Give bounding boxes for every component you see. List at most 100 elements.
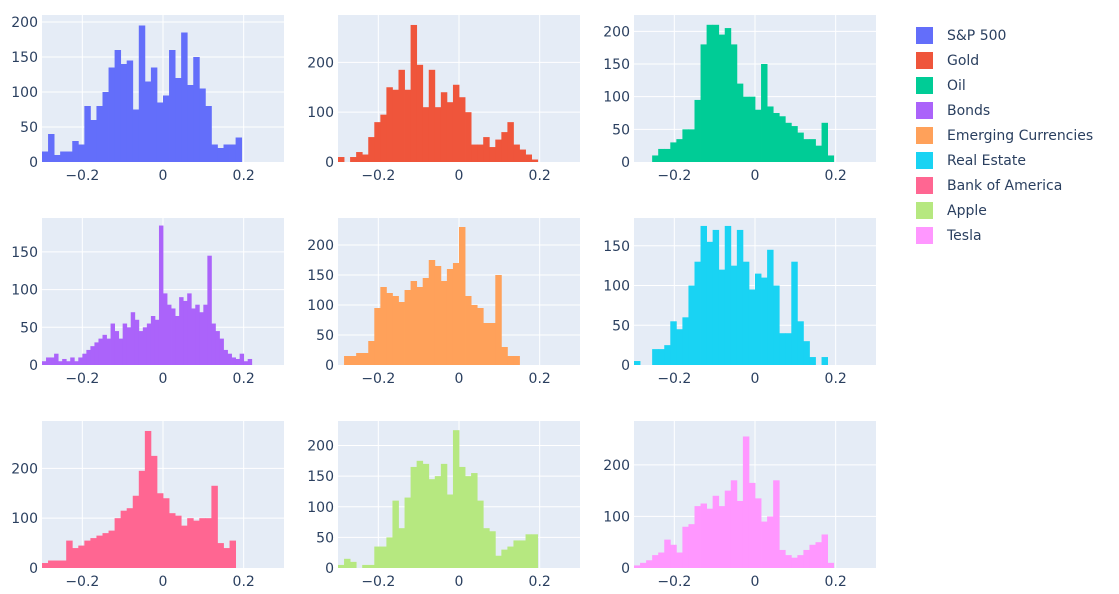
histogram-bar bbox=[694, 99, 701, 162]
legend-item[interactable]: S&P 500 bbox=[916, 27, 1006, 44]
histogram-bar bbox=[404, 89, 411, 162]
histogram-bar bbox=[507, 356, 514, 365]
histogram-bar bbox=[670, 544, 677, 568]
histogram-bar bbox=[815, 542, 822, 568]
histogram-bar bbox=[803, 549, 810, 568]
y-tick-label: 100 bbox=[11, 283, 38, 299]
histogram-bar bbox=[211, 144, 218, 162]
histogram-bar bbox=[483, 528, 490, 568]
histogram-bar bbox=[356, 353, 363, 365]
histogram-bar bbox=[78, 144, 85, 162]
histogram-bar bbox=[108, 67, 115, 162]
histogram-bar bbox=[410, 281, 418, 365]
histogram-bar bbox=[217, 543, 224, 568]
histogram-bar bbox=[175, 78, 182, 162]
histogram-bar bbox=[211, 323, 216, 365]
histogram-bar bbox=[156, 493, 164, 568]
histogram-bar bbox=[755, 273, 762, 365]
histogram-bar bbox=[434, 107, 442, 162]
histogram-bar bbox=[205, 106, 212, 162]
histogram-bar bbox=[78, 357, 83, 365]
x-tick-label: −0.2 bbox=[65, 574, 99, 590]
histogram-bar bbox=[146, 323, 152, 365]
legend-item[interactable]: Tesla bbox=[916, 227, 982, 244]
histogram-bar bbox=[658, 349, 665, 365]
legend-item[interactable]: Apple bbox=[916, 202, 987, 219]
legend-item[interactable]: Emerging Currencies bbox=[916, 127, 1093, 144]
histogram-bar bbox=[767, 249, 774, 365]
histogram-bar bbox=[374, 546, 381, 568]
x-tick-label: −0.2 bbox=[657, 574, 691, 590]
histogram-bar bbox=[195, 304, 200, 365]
histogram-bar bbox=[72, 548, 79, 568]
histogram-bar bbox=[223, 349, 228, 365]
histogram-bar bbox=[658, 552, 665, 568]
histogram-bar bbox=[380, 114, 387, 162]
histogram-bar bbox=[652, 555, 659, 568]
histogram-bar bbox=[755, 498, 762, 568]
x-tick-label: 0.2 bbox=[233, 371, 255, 387]
histogram-bar bbox=[205, 518, 212, 568]
legend-item[interactable]: Oil bbox=[916, 77, 966, 94]
histogram-bar bbox=[483, 323, 490, 365]
histogram-bar bbox=[199, 518, 206, 568]
histogram-bar bbox=[730, 44, 738, 162]
histogram-bar bbox=[416, 64, 424, 162]
histogram-bar bbox=[404, 497, 411, 568]
histogram-bar bbox=[207, 255, 212, 365]
histogram-bar bbox=[96, 106, 103, 162]
histogram-bar bbox=[682, 129, 689, 162]
histogram-bar bbox=[718, 34, 726, 162]
histogram-bar bbox=[114, 331, 120, 365]
histogram-bar bbox=[380, 287, 387, 365]
y-tick-label: 200 bbox=[307, 439, 334, 455]
histogram-bar bbox=[102, 92, 109, 162]
subplot-8: −0.2 0 0.2 0 50 100 150 200 bbox=[307, 421, 580, 590]
histogram-bar bbox=[163, 498, 170, 568]
x-tick-label: −0.2 bbox=[657, 371, 691, 387]
legend-label: Bonds bbox=[947, 103, 990, 119]
histogram-bar bbox=[66, 151, 73, 162]
histogram-bar bbox=[742, 261, 750, 365]
legend-item[interactable]: Bonds bbox=[916, 102, 990, 119]
histogram-bar bbox=[694, 261, 701, 365]
histogram-bar bbox=[803, 139, 810, 162]
histogram-bar bbox=[126, 508, 134, 568]
legend-item[interactable]: Gold bbox=[916, 52, 979, 69]
histogram-bar bbox=[398, 69, 405, 162]
histogram-bar bbox=[676, 552, 683, 568]
y-tick-label: 0 bbox=[621, 561, 630, 577]
histogram-bars bbox=[652, 24, 835, 162]
histogram-bar bbox=[54, 155, 61, 162]
legend-swatch bbox=[916, 52, 933, 69]
histogram-bar bbox=[428, 69, 436, 162]
histogram-bar bbox=[501, 132, 508, 162]
histogram-bar bbox=[144, 430, 152, 568]
histogram-bar bbox=[386, 293, 393, 365]
histogram-bar bbox=[791, 557, 798, 568]
legend: S&P 500 Gold Oil Bonds Emerging Currencies Re… bbox=[916, 27, 1093, 244]
y-tick-label: 200 bbox=[603, 24, 630, 40]
histogram-bar bbox=[48, 134, 55, 162]
y-tick-label: 100 bbox=[603, 90, 630, 106]
histogram-bar bbox=[175, 515, 182, 568]
histogram-bar bbox=[507, 122, 514, 162]
legend-item[interactable]: Real Estate bbox=[916, 152, 1026, 169]
histogram-bar bbox=[459, 227, 466, 365]
histogram-bar bbox=[452, 84, 460, 162]
histogram-bar bbox=[428, 479, 436, 568]
legend-item[interactable]: Bank of America bbox=[916, 177, 1062, 194]
legend-label: Real Estate bbox=[947, 153, 1026, 169]
histogram-bar bbox=[748, 96, 756, 162]
histogram-bar bbox=[156, 102, 164, 162]
histogram-bar bbox=[368, 564, 375, 568]
histogram-bar bbox=[700, 225, 707, 365]
x-tick-label: −0.2 bbox=[361, 168, 395, 184]
histogram-bar bbox=[688, 285, 695, 365]
histogram-bar bbox=[416, 287, 424, 365]
histogram-bar bbox=[465, 296, 472, 365]
histogram-bar bbox=[392, 296, 399, 365]
y-tick-label: 50 bbox=[612, 122, 630, 138]
histogram-bar bbox=[724, 490, 732, 568]
